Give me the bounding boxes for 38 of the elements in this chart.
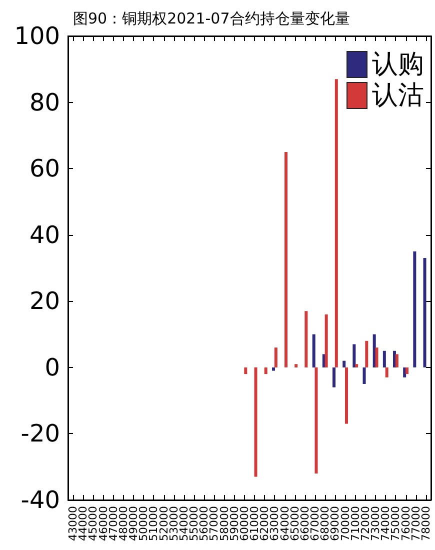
- bar: [334, 79, 338, 368]
- y-tick-label: 0: [44, 353, 60, 382]
- bar: [324, 314, 328, 368]
- legend-label: 认沽: [372, 80, 424, 110]
- bar: [254, 367, 258, 477]
- bar: [272, 367, 276, 371]
- bar: [244, 367, 248, 374]
- bar: [284, 152, 288, 368]
- bar: [395, 354, 398, 368]
- legend-label: 认购: [372, 50, 424, 80]
- bar: [365, 340, 368, 368]
- y-tick-label: 100: [14, 22, 60, 50]
- bar: [274, 348, 278, 368]
- bar: [344, 367, 348, 424]
- bar: [405, 367, 408, 374]
- bar: [294, 364, 298, 368]
- bar: [403, 367, 406, 378]
- bar: [413, 251, 416, 368]
- bar: [314, 367, 318, 474]
- bar: [312, 334, 316, 368]
- y-tick-label: 80: [29, 88, 60, 116]
- y-tick-label: -20: [20, 420, 60, 448]
- bar: [332, 367, 336, 388]
- y-tick-label: 60: [29, 154, 60, 183]
- y-tick-label: -40: [20, 486, 60, 514]
- bar: [355, 364, 358, 368]
- bar: [382, 350, 386, 368]
- bar: [423, 258, 426, 368]
- bar: [342, 360, 346, 368]
- bar: [264, 367, 268, 374]
- chart-title: 图90：铜期权2021-07合约持仓量变化量: [73, 10, 350, 28]
- y-tick-label: 20: [29, 287, 60, 316]
- y-tick-label: 40: [29, 220, 60, 249]
- bar: [304, 311, 308, 368]
- bar: [385, 367, 388, 378]
- bar: [352, 344, 356, 368]
- bar: [375, 348, 378, 368]
- bar: [362, 367, 366, 384]
